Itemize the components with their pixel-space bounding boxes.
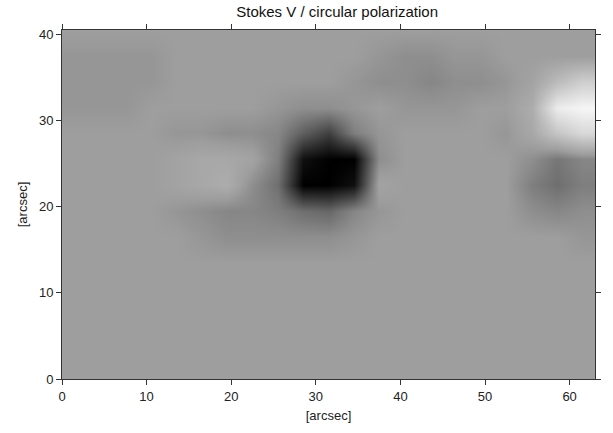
svg-text:0: 0 (58, 389, 65, 404)
svg-text:30: 30 (39, 113, 53, 128)
svg-text:50: 50 (478, 389, 492, 404)
svg-text:30: 30 (309, 389, 323, 404)
svg-text:Stokes V / circular polarizati: Stokes V / circular polarization (236, 3, 438, 20)
svg-text:10: 10 (39, 285, 53, 300)
svg-text:20: 20 (224, 389, 238, 404)
svg-text:10: 10 (139, 389, 153, 404)
svg-text:[arcsec]: [arcsec] (306, 408, 352, 423)
svg-text:20: 20 (39, 199, 53, 214)
svg-text:60: 60 (562, 389, 576, 404)
svg-text:40: 40 (39, 27, 53, 42)
svg-text:0: 0 (46, 372, 53, 387)
svg-text:40: 40 (393, 389, 407, 404)
svg-text:[arcsec]: [arcsec] (15, 182, 30, 228)
